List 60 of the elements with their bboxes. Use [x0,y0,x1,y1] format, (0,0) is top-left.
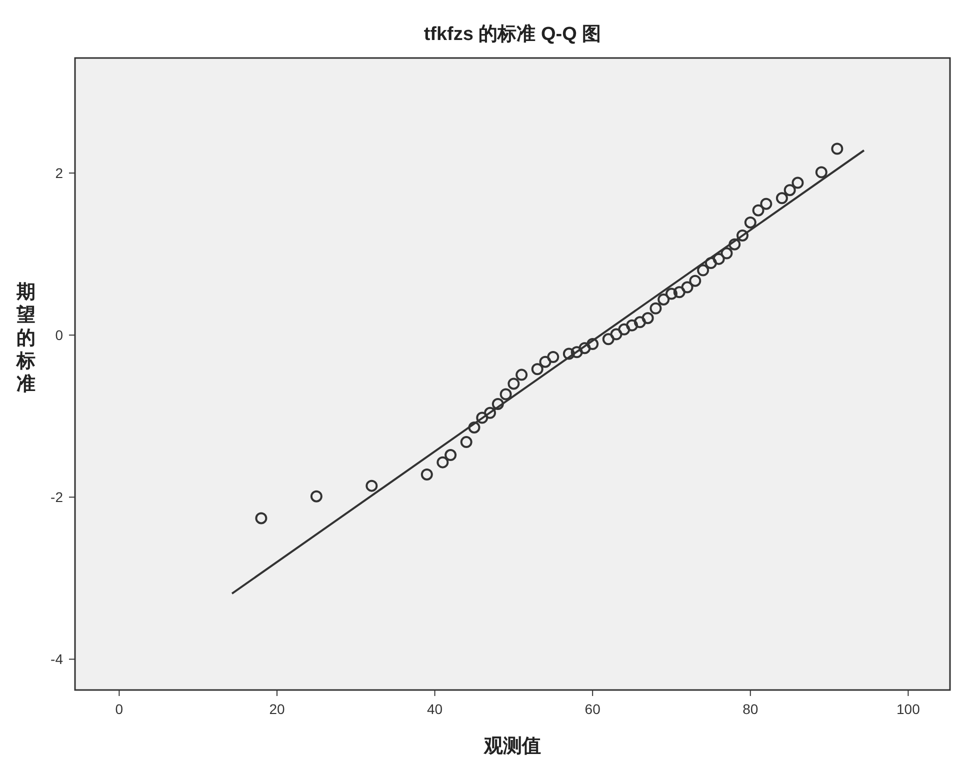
point [760,198,772,210]
point [468,421,480,434]
point [436,456,449,468]
x-tick-label: 100 [896,701,920,717]
point [665,288,678,300]
point [562,348,575,360]
x-tick-label: 80 [742,701,758,717]
point [366,480,378,492]
point [444,449,457,462]
point [642,312,654,324]
point [752,204,764,216]
y-tick-label: -4 [50,651,64,668]
point [626,319,638,332]
point [610,328,622,340]
x-tick-label: 40 [426,701,443,717]
point [531,363,544,376]
point [673,286,686,298]
point [712,252,725,265]
point [570,346,583,358]
point [744,216,756,228]
point [681,281,694,294]
point [310,490,322,502]
y-tick-label: 0 [55,327,64,344]
point [618,323,630,336]
point [492,398,504,410]
point [255,512,268,524]
point [704,256,717,269]
y-axis-title: 期望的标准 [16,282,36,395]
y-tick-label: 2 [55,165,64,182]
point [547,350,560,363]
point [508,378,520,390]
point [460,436,472,448]
point [420,468,433,480]
point [736,229,748,242]
point [658,293,670,306]
point [831,142,844,155]
point [792,176,804,189]
point [689,274,702,287]
point [815,166,828,178]
point [634,316,646,328]
x-tick-label: 20 [269,701,285,717]
point [602,333,614,346]
point [650,302,662,314]
x-tick-label: 60 [584,701,601,717]
point [586,338,599,350]
point [484,406,496,419]
point [720,247,733,260]
point [476,412,488,424]
point [539,356,552,368]
point [776,192,788,204]
chart-title: tfkfzs 的标准 Q-Q 图 [424,23,602,45]
point [578,342,591,354]
point [500,388,512,400]
y-tick-label: -2 [50,489,64,506]
x-tick-label: 0 [115,701,124,717]
point [728,238,741,250]
point [516,368,528,381]
point [697,264,710,276]
point [784,184,796,196]
x-axis-title: 观测值 [483,736,541,757]
